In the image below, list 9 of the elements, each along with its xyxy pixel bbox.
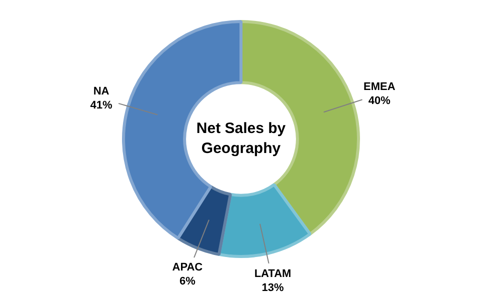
- slice-label: APAC: [172, 261, 203, 274]
- text: Net Sales by Geography: [196, 120, 286, 158]
- slice-label: LATAM: [254, 268, 292, 280]
- slice-label: NA: [93, 85, 110, 98]
- data-label: 13%: [262, 282, 284, 294]
- slice-label: EMEA: [363, 81, 396, 94]
- data-label: 6%: [179, 275, 196, 288]
- data-label: 41%: [90, 99, 112, 112]
- data-label: 40%: [368, 95, 391, 108]
